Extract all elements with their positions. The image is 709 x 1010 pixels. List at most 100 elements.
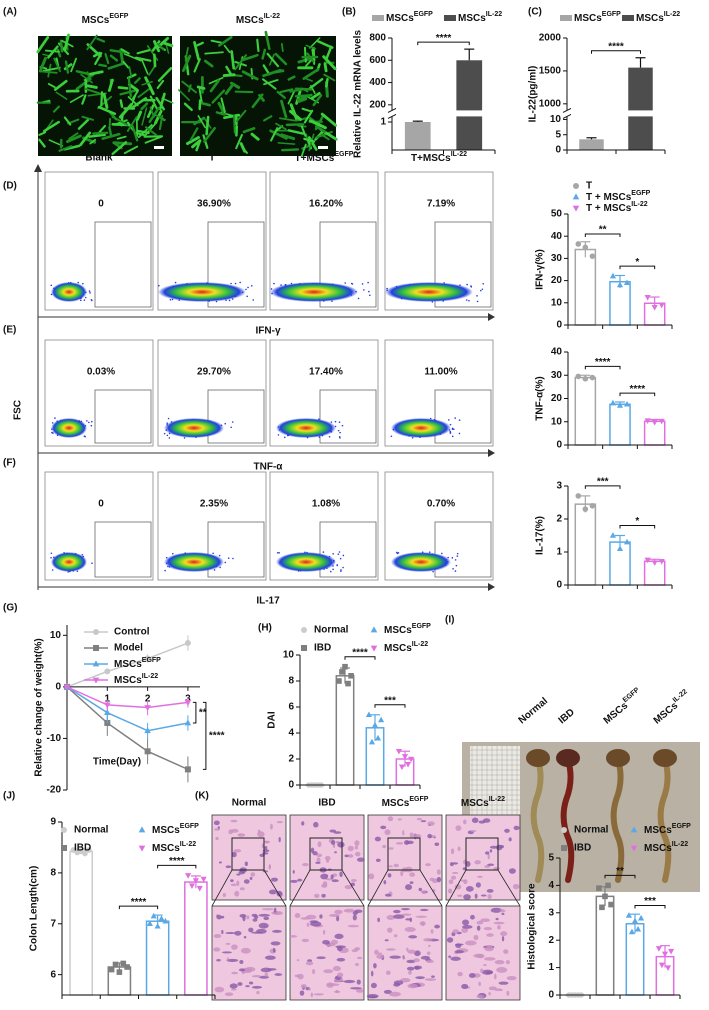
tissue <box>339 871 343 878</box>
cell <box>287 89 296 105</box>
image-label: MSCsIL-22 <box>236 13 280 25</box>
y-tick-label: -20 <box>47 785 62 796</box>
tissue <box>508 837 512 842</box>
cell <box>128 66 133 78</box>
tissue <box>477 875 483 878</box>
cell <box>235 133 243 150</box>
cell <box>92 51 101 58</box>
tissue <box>263 916 270 921</box>
y-tick-label: 10 <box>550 114 562 125</box>
cell <box>187 84 192 93</box>
significance-bracket <box>619 265 656 270</box>
tissue <box>249 876 253 881</box>
legend-label-base: MSCs <box>152 825 180 836</box>
tissue <box>305 961 314 966</box>
tissue <box>494 973 497 980</box>
point <box>184 699 192 706</box>
tissue <box>251 975 262 978</box>
event-dot <box>466 283 468 286</box>
cell <box>184 47 189 62</box>
tissue <box>484 957 496 961</box>
y-tick-label: 50 <box>551 209 563 220</box>
tissue <box>268 889 277 895</box>
cell <box>149 95 158 110</box>
series-line <box>66 686 189 709</box>
cell <box>107 78 114 92</box>
tissue <box>495 917 499 921</box>
bar <box>69 850 93 996</box>
x-tick-label: 1 <box>105 694 111 705</box>
gate-percent: 7.19% <box>427 199 455 210</box>
cell <box>81 94 87 105</box>
cecum <box>653 749 677 767</box>
tissue <box>483 926 492 931</box>
cell <box>158 114 164 131</box>
legend-label-sup: EGFP <box>672 823 691 830</box>
tissue <box>393 982 401 987</box>
tissue <box>344 854 349 858</box>
tissue <box>256 928 267 934</box>
y-tick-label: 1500 <box>539 66 562 77</box>
tissue <box>301 821 305 826</box>
tissue <box>334 851 337 854</box>
event-dot <box>465 299 468 301</box>
cell <box>234 54 248 71</box>
event-dot <box>332 568 334 571</box>
legend-marker <box>572 193 580 200</box>
event-dot <box>51 422 54 424</box>
event-dot <box>212 552 214 555</box>
cell <box>289 109 302 121</box>
legend-marker <box>561 827 567 833</box>
cell <box>325 78 329 88</box>
significance-bracket <box>202 701 207 770</box>
tissue <box>243 879 250 884</box>
tissue <box>238 968 246 972</box>
tissue <box>316 853 323 858</box>
tissue <box>272 929 282 933</box>
inset-box <box>387 837 421 871</box>
marker-label: IFN-γ <box>256 326 281 337</box>
cell <box>308 133 315 152</box>
tissue <box>352 914 357 921</box>
event-dot <box>476 295 478 297</box>
tissue <box>245 985 250 988</box>
cell <box>69 94 84 103</box>
tissue <box>405 884 413 891</box>
event-dot <box>368 290 370 293</box>
y-tick-label: 7 <box>50 918 56 929</box>
point <box>192 878 199 884</box>
cell <box>320 112 338 127</box>
cell <box>140 102 149 111</box>
legend-label: Normal <box>74 825 109 836</box>
point <box>658 418 665 425</box>
histology-label: MSCsIL-22 <box>461 796 505 808</box>
event-dot <box>341 424 344 427</box>
event-dot <box>357 297 360 300</box>
cell <box>305 55 316 67</box>
tissue <box>314 893 320 898</box>
tissue <box>454 943 464 946</box>
tissue <box>409 832 414 838</box>
panel-label: (J) <box>3 791 15 802</box>
bar <box>145 920 170 996</box>
event-dot <box>455 564 458 567</box>
point <box>651 560 658 566</box>
tissue <box>245 966 256 972</box>
bar <box>574 376 597 446</box>
point <box>668 948 675 955</box>
legend-label-sup: EGFP <box>412 623 431 630</box>
legend-label: IBD <box>314 643 331 654</box>
cell <box>134 77 141 84</box>
gate-percent: 0.70% <box>427 499 455 510</box>
axis-break-gap <box>568 110 666 117</box>
point <box>582 244 589 251</box>
tissue <box>225 865 232 869</box>
cell <box>120 48 130 55</box>
point <box>104 702 111 709</box>
event-dot <box>174 281 177 284</box>
gate <box>319 221 377 308</box>
tissue <box>508 868 516 874</box>
cell <box>300 143 307 158</box>
tissue <box>334 909 343 915</box>
event-dot <box>456 555 459 557</box>
